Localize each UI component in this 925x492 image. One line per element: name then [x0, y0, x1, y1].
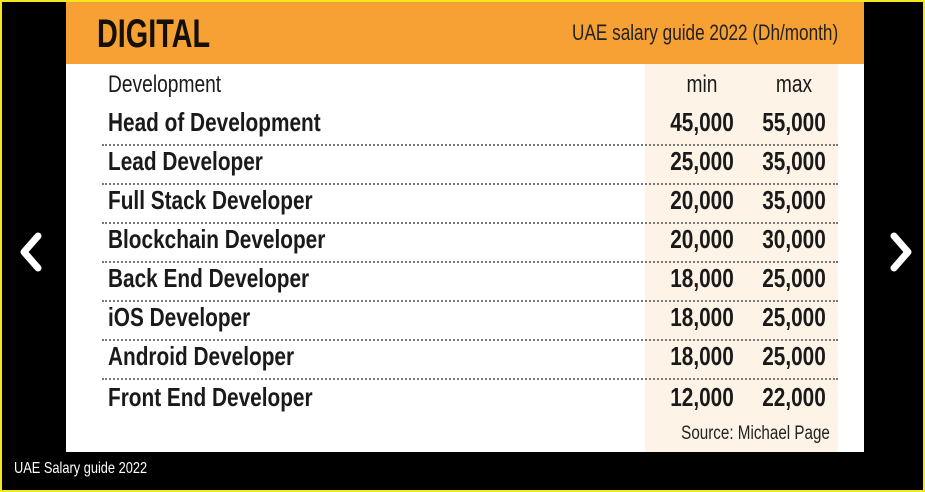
slide-subtitle: UAE salary guide 2022 (Dh/month) — [571, 20, 838, 45]
role-name: Back End Developer — [108, 263, 310, 293]
max-salary: 22,000 — [762, 382, 826, 412]
max-salary: 35,000 — [762, 146, 826, 176]
table-header-row: Development min max — [102, 66, 838, 105]
role-name: Android Developer — [108, 341, 295, 371]
salary-slide-image: DIGITAL UAE salary guide 2022 (Dh/month)… — [66, 2, 864, 452]
min-salary: 25,000 — [670, 146, 734, 176]
table-row: Android Developer 18,000 25,000 — [102, 341, 838, 380]
max-column-header: max — [775, 71, 813, 98]
role-name: Lead Developer — [108, 146, 263, 176]
slide-title: DIGITAL — [97, 12, 211, 56]
table-row: Back End Developer 18,000 25,000 — [102, 263, 838, 302]
min-salary: 20,000 — [670, 185, 734, 215]
max-salary: 55,000 — [762, 107, 826, 137]
role-name: iOS Developer — [108, 302, 251, 332]
max-salary: 25,000 — [762, 341, 826, 371]
role-name: Blockchain Developer — [108, 224, 326, 254]
slide-header: DIGITAL UAE salary guide 2022 (Dh/month) — [66, 2, 864, 64]
min-salary: 18,000 — [670, 302, 734, 332]
table-row: Blockchain Developer 20,000 30,000 — [102, 224, 838, 263]
table-row: Front End Developer 12,000 22,000 — [102, 380, 838, 419]
table-row: Full Stack Developer 20,000 35,000 — [102, 185, 838, 224]
min-salary: 18,000 — [670, 341, 734, 371]
source-note: Source: Michael Page — [681, 423, 830, 444]
table-row: iOS Developer 18,000 25,000 — [102, 302, 838, 341]
table-row: Head of Development 45,000 55,000 — [102, 107, 838, 146]
previous-arrow-icon[interactable] — [16, 230, 46, 274]
min-salary: 45,000 — [670, 107, 734, 137]
role-name: Head of Development — [108, 107, 321, 137]
role-name: Full Stack Developer — [108, 185, 313, 215]
role-name: Front End Developer — [108, 382, 313, 412]
values-column-background — [645, 64, 838, 452]
next-arrow-icon[interactable] — [886, 230, 916, 274]
max-salary: 35,000 — [762, 185, 826, 215]
min-salary: 20,000 — [670, 224, 734, 254]
max-salary: 25,000 — [762, 263, 826, 293]
table-row: Lead Developer 25,000 35,000 — [102, 146, 838, 185]
max-salary: 30,000 — [762, 224, 826, 254]
min-column-header: min — [686, 71, 718, 98]
min-salary: 18,000 — [670, 263, 734, 293]
max-salary: 25,000 — [762, 302, 826, 332]
gallery-caption: UAE Salary guide 2022 — [14, 460, 148, 477]
min-salary: 12,000 — [670, 382, 734, 412]
section-label: Development — [108, 71, 222, 98]
